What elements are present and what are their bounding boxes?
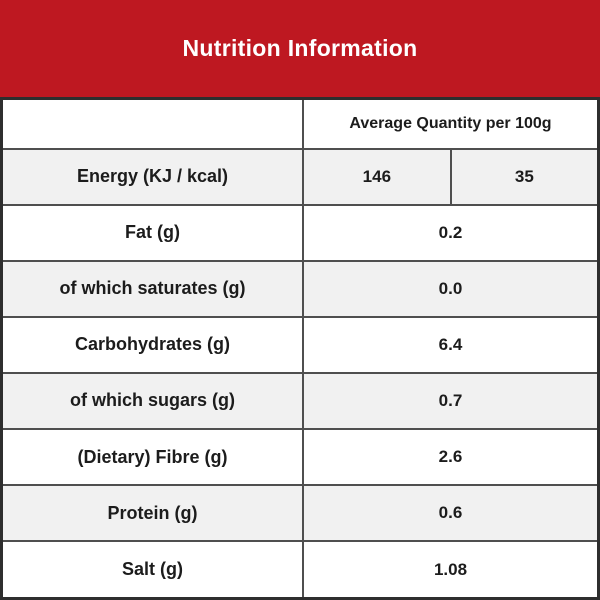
table-row-saturates: of which saturates (g) 0.0 <box>0 259 600 318</box>
table-row-fibre: (Dietary) Fibre (g) 2.6 <box>0 427 600 487</box>
row-label: Energy (KJ / kcal) <box>0 147 304 206</box>
row-label: of which sugars (g) <box>0 371 304 430</box>
table-row-fat: Fat (g) 0.2 <box>0 203 600 262</box>
table-header-row: Average Quantity per 100g <box>0 97 600 150</box>
row-value: 0.0 <box>301 259 600 318</box>
row-label: Fat (g) <box>0 203 304 262</box>
table-row-carbohydrates: Carbohydrates (g) 6.4 <box>0 315 600 374</box>
blank-corner-cell <box>0 97 304 150</box>
column-header: Average Quantity per 100g <box>301 97 600 150</box>
row-value: 1.08 <box>301 540 600 600</box>
table-row-protein: Protein (g) 0.6 <box>0 484 600 543</box>
row-label: of which saturates (g) <box>0 259 304 318</box>
row-value: 0.7 <box>301 371 600 430</box>
page-title: Nutrition Information <box>182 35 418 61</box>
row-label: Carbohydrates (g) <box>0 315 304 374</box>
row-value-kj: 146 <box>301 147 452 206</box>
row-value: 2.6 <box>301 427 600 487</box>
nutrition-table: Average Quantity per 100g Energy (KJ / k… <box>0 97 600 600</box>
row-label: (Dietary) Fibre (g) <box>0 427 304 487</box>
table-row-salt: Salt (g) 1.08 <box>0 540 600 600</box>
row-value-kcal: 35 <box>449 147 600 206</box>
row-label: Salt (g) <box>0 540 304 600</box>
row-value: 0.2 <box>301 203 600 262</box>
row-label: Protein (g) <box>0 484 304 543</box>
row-value: 6.4 <box>301 315 600 374</box>
nutrition-header-banner: Nutrition Information <box>0 0 600 97</box>
table-row-energy: Energy (KJ / kcal) 146 35 <box>0 147 600 206</box>
row-value: 0.6 <box>301 484 600 543</box>
table-row-sugars: of which sugars (g) 0.7 <box>0 371 600 430</box>
